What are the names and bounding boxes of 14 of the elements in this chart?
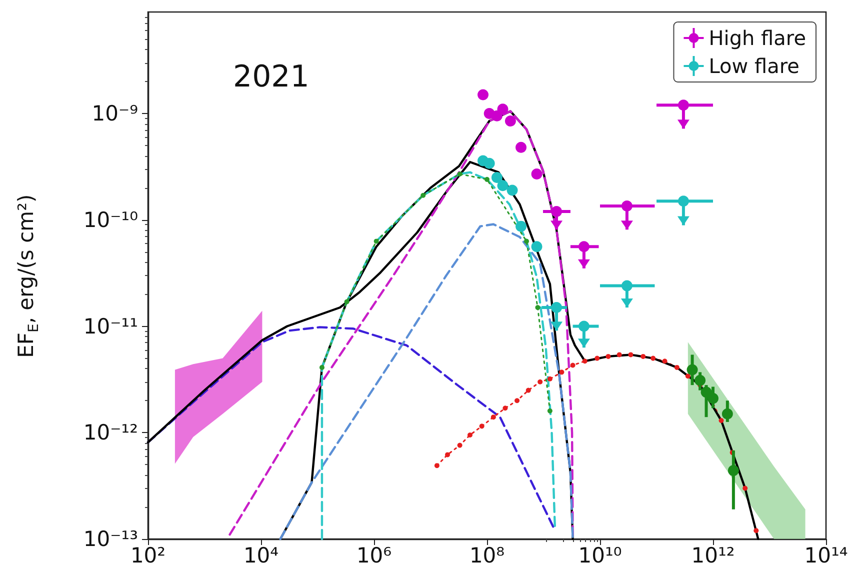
y-tick-label: 10⁻⁹ <box>92 102 138 126</box>
annotation: 2021 <box>233 60 310 94</box>
x-tick-label: 10⁶ <box>356 544 392 568</box>
legend-label: Low flare <box>708 54 800 78</box>
y-tick-label: 10⁻¹² <box>83 420 138 445</box>
x-tick-label: 10⁸ <box>469 544 505 568</box>
y-tick-label: 10⁻¹¹ <box>83 314 138 338</box>
x-tick-label: 10¹⁴ <box>804 544 848 568</box>
x-tick-label: 10² <box>130 544 166 568</box>
legend-label: High flare <box>708 26 806 50</box>
x-tick-label: 10¹² <box>691 544 735 568</box>
x-tick-label: 10⁴ <box>243 544 279 568</box>
x-tick-label: 10¹⁰ <box>578 544 622 568</box>
y-tick-label: 10⁻¹⁰ <box>83 208 138 232</box>
